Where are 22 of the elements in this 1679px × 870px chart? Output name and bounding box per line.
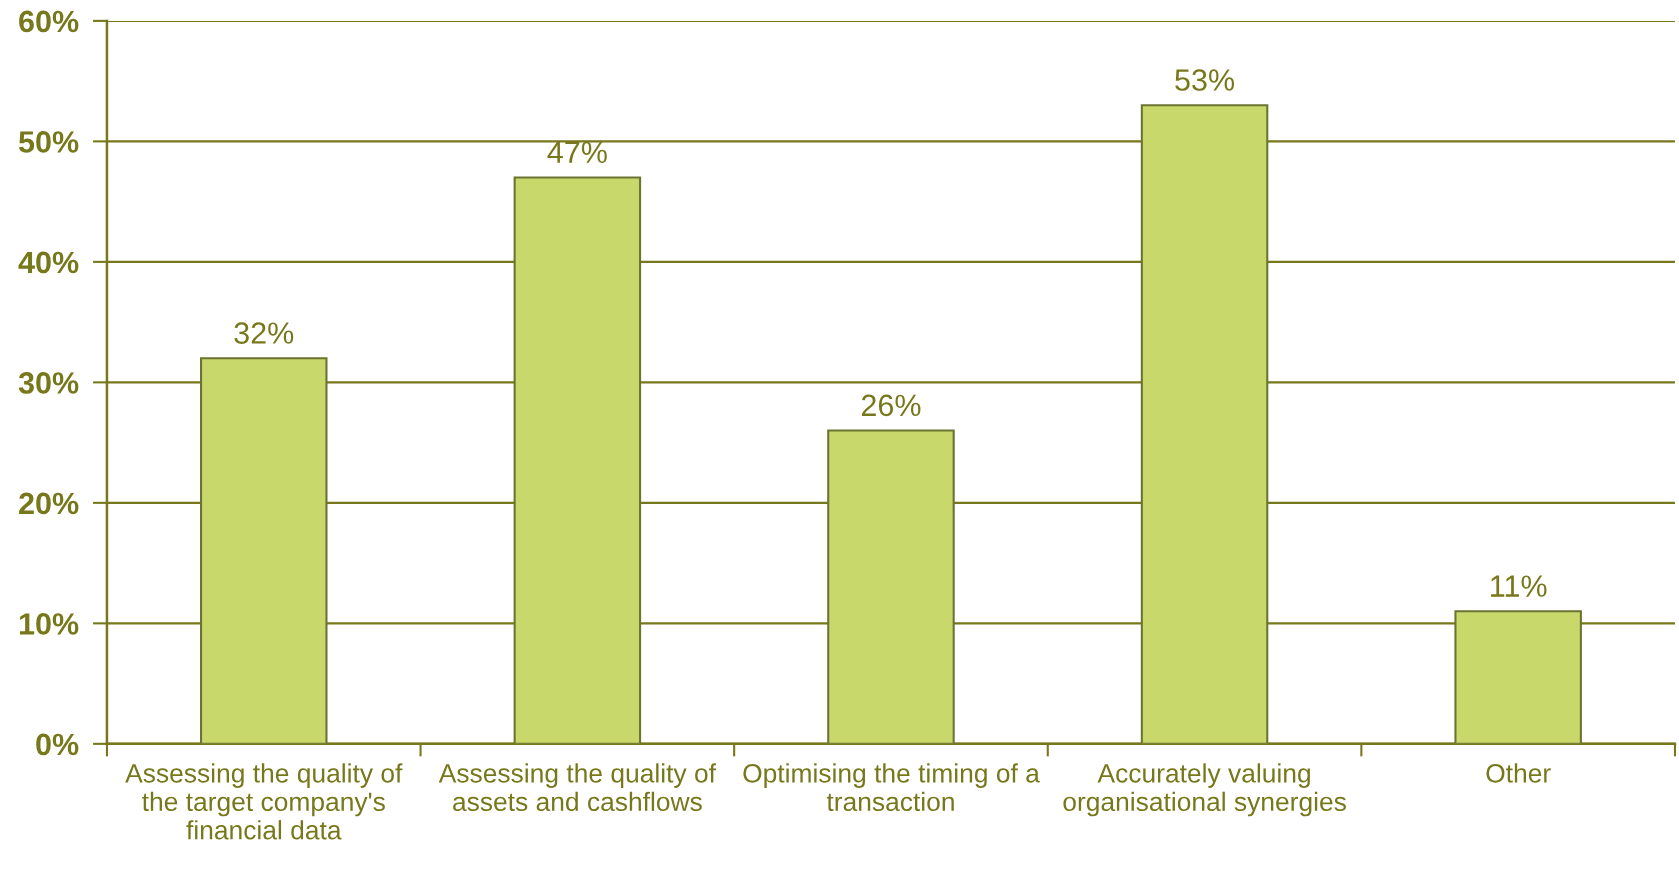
- bar: [827, 429, 955, 744]
- data-label: 11%: [1491, 575, 1547, 597]
- x-tick-label: Assessing the quality of assets and cashflows: [438, 763, 717, 812]
- bar: [199, 357, 328, 744]
- x-tick-label: Other: [1486, 763, 1551, 783]
- data-label: 26%: [861, 394, 921, 417]
- y-tick-label: 30%: [18, 372, 79, 394]
- bar: [513, 176, 642, 744]
- y-tick-label: 20%: [19, 492, 79, 515]
- x-tick-label: Assessing the quality of the target company's financial data: [125, 763, 403, 840]
- y-tick-label: 40%: [18, 251, 79, 274]
- x-tick-label: Accurately valuing organisational synergies: [1063, 763, 1346, 817]
- bar: [1140, 104, 1269, 744]
- data-label: 32%: [234, 322, 294, 344]
- y-tick-label: 10%: [19, 613, 79, 635]
- data-label: 47%: [547, 141, 607, 164]
- bar: [1454, 610, 1582, 744]
- y-tick-label: 60%: [19, 10, 79, 33]
- y-tick-label: 50%: [18, 131, 79, 153]
- x-tick-label: Optimising the timing of a transaction: [743, 763, 1040, 812]
- y-tick-label: 0%: [36, 733, 79, 756]
- data-label: 53%: [1175, 69, 1235, 91]
